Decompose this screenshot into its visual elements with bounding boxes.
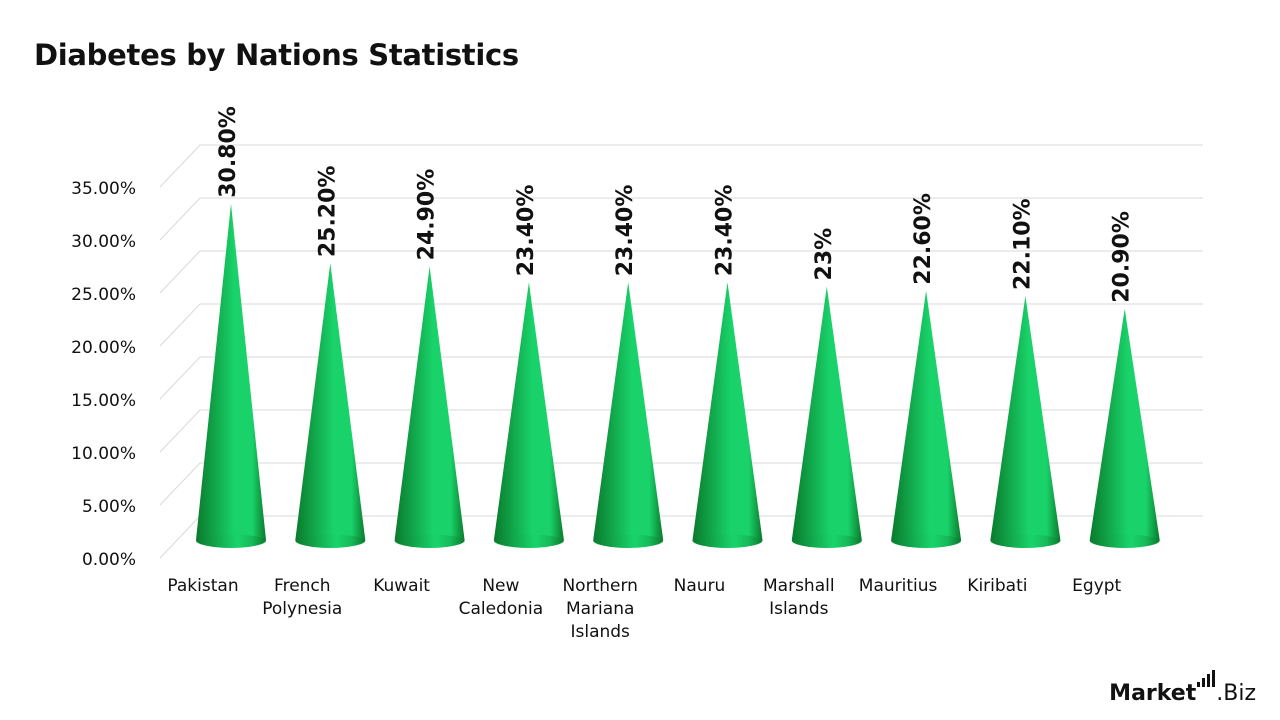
bar-cone [791,286,862,548]
bar-cone [493,282,564,548]
x-tick-label-line: New [482,576,519,596]
data-label: 20.90% [1110,211,1135,303]
data-label: 25.20% [315,166,340,258]
bar [493,282,564,548]
bar [891,290,962,548]
bar [791,286,862,548]
x-tick-label-line: Egypt [1072,576,1121,596]
x-axis-ticks: Pakistan French Polynesia Kuwait New Caledoni… [167,576,1121,642]
bar-cone [295,263,366,548]
bar-base [493,534,564,548]
x-tick-label: Marshall Islands [763,576,835,619]
x-tick-label-line: Polynesia [262,599,342,619]
y-tick-label: 30.00% [71,232,136,252]
data-label: 23% [812,228,837,281]
data-label: 30.80% [216,106,241,198]
bar [593,282,664,548]
x-tick-label-line: Pakistan [167,576,238,596]
y-tick-label: 25.00% [71,285,136,305]
x-tick-label: Egypt [1072,576,1121,596]
bar-cone [196,203,266,549]
bar-base [891,534,962,548]
bar [394,266,465,548]
bar-base [692,534,763,548]
x-tick-label: Nauru [674,576,726,596]
x-tick-label-line: Islands [769,599,829,619]
logo-text-biz: .Biz [1216,681,1256,706]
bar [1089,308,1160,548]
x-tick-label-line: Islands [570,622,630,642]
x-tick-label-line: Northern [562,576,637,596]
y-tick-label: 5.00% [82,497,136,517]
grid-line [159,462,1203,506]
bar [692,282,763,548]
grid-line [159,197,1203,241]
data-label: 23.40% [514,185,539,277]
data-labels: 30.80% 25.20% 24.90% 23.40% 23.40% 23.40% 23% 2… [216,106,1135,303]
bars [196,203,1160,549]
market-biz-logo: Market .Biz [1109,670,1256,706]
x-tick-label: French Polynesia [262,576,342,619]
x-tick-label-line: Mariana [566,599,634,619]
bar [990,296,1061,548]
bar-base [791,534,862,548]
x-tick-label-line: Caledonia [459,599,544,619]
bar-cone [692,282,763,548]
data-label: 23.40% [613,185,638,277]
x-tick-label: Kiribati [967,576,1027,596]
y-tick-label: 35.00% [71,179,136,199]
y-tick-label: 0.00% [82,550,136,570]
bar-cone [990,296,1061,548]
y-tick-label: 15.00% [71,391,136,411]
bar-base [295,534,366,548]
x-tick-label: Northern Mariana Islands [562,576,637,642]
data-label: 24.90% [415,169,440,261]
x-tick-label: Pakistan [167,576,238,596]
bar-base [394,534,465,548]
bar-base [196,534,266,548]
x-tick-label-line: Marshall [763,576,835,596]
x-tick-label-line: Nauru [674,576,726,596]
y-axis-ticks: 0.00% 5.00% 10.00% 15.00% 20.00% 25.00% 30.00%… [71,179,136,570]
grid-line [159,250,1203,294]
x-tick-label-line: Kiribati [967,576,1027,596]
x-tick-label: Kuwait [373,576,430,596]
data-label: 22.60% [911,193,936,285]
x-tick-label-line: Kuwait [373,576,430,596]
y-tick-label: 20.00% [71,338,136,358]
bar-cone [891,290,962,548]
x-tick-label: New Caledonia [459,576,544,619]
grid-line [159,144,1203,188]
x-tick-label-line: Mauritius [859,576,938,596]
bar-base [990,534,1061,548]
grid-lines [159,144,1203,559]
grid-line [159,409,1203,453]
grid-line [159,356,1203,400]
bar-cone [1089,308,1160,548]
bar [196,203,266,549]
logo-text-market: Market [1109,681,1197,706]
bar-base [1089,534,1160,548]
chart-title: Diabetes by Nations Statistics [34,38,519,72]
grid-line [159,303,1203,347]
y-tick-label: 10.00% [71,444,136,464]
logo-bars-icon [1197,670,1216,687]
x-tick-label: Mauritius [859,576,938,596]
bar [295,263,366,548]
data-label: 22.10% [1010,198,1035,290]
bar-cone [394,266,465,548]
bar-base [593,534,664,548]
bar-cone [593,282,664,548]
x-tick-label-line: French [274,576,331,596]
data-label: 23.40% [713,185,738,277]
